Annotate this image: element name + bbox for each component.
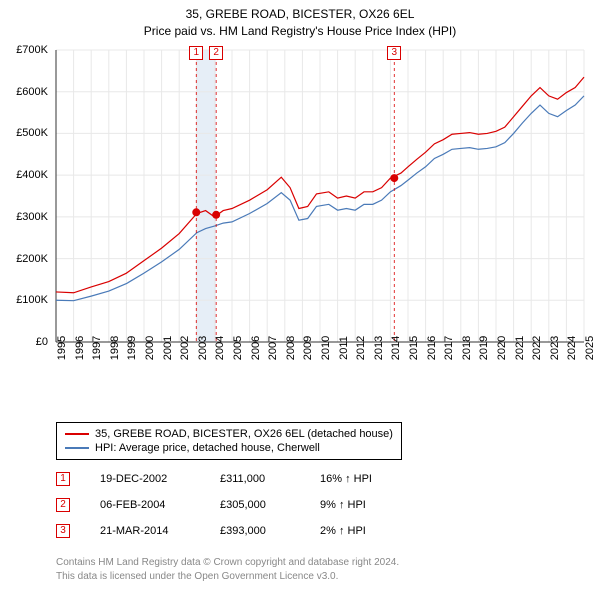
x-tick-label: 1997 [91, 336, 103, 360]
sale-marker-callout: 1 [189, 46, 203, 60]
sale-marker-callout: 3 [387, 46, 401, 60]
y-tick-label: £500K [0, 127, 48, 139]
y-tick-label: £600K [0, 86, 48, 98]
sale-marker-3: 3 [56, 524, 70, 538]
title-line1: 35, GREBE ROAD, BICESTER, OX26 6EL [0, 6, 600, 23]
footer-line1: Contains HM Land Registry data © Crown c… [56, 556, 399, 570]
y-tick-label: £200K [0, 253, 48, 265]
x-tick-label: 1995 [56, 336, 68, 360]
sale-row-2: 2 06-FEB-2004 £305,000 9% ↑ HPI [56, 492, 410, 518]
x-tick-label: 2014 [390, 336, 402, 360]
x-tick-label: 2023 [549, 336, 561, 360]
x-tick-label: 2017 [443, 336, 455, 360]
title-block: 35, GREBE ROAD, BICESTER, OX26 6EL Price… [0, 0, 600, 40]
x-tick-label: 2009 [302, 336, 314, 360]
sale-pct-1: 16% ↑ HPI [320, 473, 410, 485]
title-line2: Price paid vs. HM Land Registry's House … [0, 23, 600, 40]
x-tick-label: 1999 [126, 336, 138, 360]
sale-marker-2: 2 [56, 498, 70, 512]
x-tick-label: 2008 [285, 336, 297, 360]
sale-pct-3: 2% ↑ HPI [320, 525, 410, 537]
legend-swatch-property [65, 433, 89, 435]
x-tick-label: 2016 [426, 336, 438, 360]
x-tick-label: 2022 [531, 336, 543, 360]
y-tick-label: £0 [0, 336, 48, 348]
x-tick-label: 2001 [162, 336, 174, 360]
legend-row-property: 35, GREBE ROAD, BICESTER, OX26 6EL (deta… [65, 427, 393, 441]
y-tick-label: £400K [0, 169, 48, 181]
y-tick-label: £700K [0, 44, 48, 56]
x-tick-label: 2011 [338, 336, 350, 360]
sale-row-3: 3 21-MAR-2014 £393,000 2% ↑ HPI [56, 518, 410, 544]
x-tick-label: 2000 [144, 336, 156, 360]
chart-svg [0, 42, 600, 382]
y-tick-label: £100K [0, 294, 48, 306]
x-tick-label: 2004 [214, 336, 226, 360]
sale-date-2: 06-FEB-2004 [100, 499, 190, 511]
sales-table: 1 19-DEC-2002 £311,000 16% ↑ HPI 2 06-FE… [56, 466, 410, 544]
sale-date-1: 19-DEC-2002 [100, 473, 190, 485]
x-tick-label: 2025 [584, 336, 596, 360]
sale-marker-1: 1 [56, 472, 70, 486]
sale-pct-2: 9% ↑ HPI [320, 499, 410, 511]
x-tick-label: 2019 [478, 336, 490, 360]
footer-line2: This data is licensed under the Open Gov… [56, 570, 399, 584]
chart-area: £0 £100K £200K £300K £400K £500K £600K £700K 19… [0, 42, 600, 382]
sale-price-2: £305,000 [220, 499, 290, 511]
x-tick-label: 2010 [320, 336, 332, 360]
x-tick-label: 1998 [109, 336, 121, 360]
sale-date-3: 21-MAR-2014 [100, 525, 190, 537]
x-tick-label: 2002 [179, 336, 191, 360]
x-tick-label: 2013 [373, 336, 385, 360]
x-tick-label: 2007 [267, 336, 279, 360]
x-tick-label: 2005 [232, 336, 244, 360]
legend: 35, GREBE ROAD, BICESTER, OX26 6EL (deta… [56, 422, 402, 460]
y-tick-label: £300K [0, 211, 48, 223]
sale-price-1: £311,000 [220, 473, 290, 485]
x-tick-label: 2018 [461, 336, 473, 360]
legend-swatch-hpi [65, 447, 89, 449]
x-tick-label: 2006 [250, 336, 262, 360]
legend-row-hpi: HPI: Average price, detached house, Cher… [65, 441, 393, 455]
x-tick-label: 1996 [74, 336, 86, 360]
sale-price-3: £393,000 [220, 525, 290, 537]
sale-marker-callout: 2 [209, 46, 223, 60]
x-tick-label: 2020 [496, 336, 508, 360]
x-tick-label: 2024 [566, 336, 578, 360]
footer: Contains HM Land Registry data © Crown c… [56, 556, 399, 584]
sale-row-1: 1 19-DEC-2002 £311,000 16% ↑ HPI [56, 466, 410, 492]
legend-label-property: 35, GREBE ROAD, BICESTER, OX26 6EL (deta… [95, 428, 393, 440]
x-tick-label: 2012 [355, 336, 367, 360]
x-tick-label: 2015 [408, 336, 420, 360]
x-tick-label: 2003 [197, 336, 209, 360]
x-tick-label: 2021 [514, 336, 526, 360]
legend-label-hpi: HPI: Average price, detached house, Cher… [95, 442, 320, 454]
